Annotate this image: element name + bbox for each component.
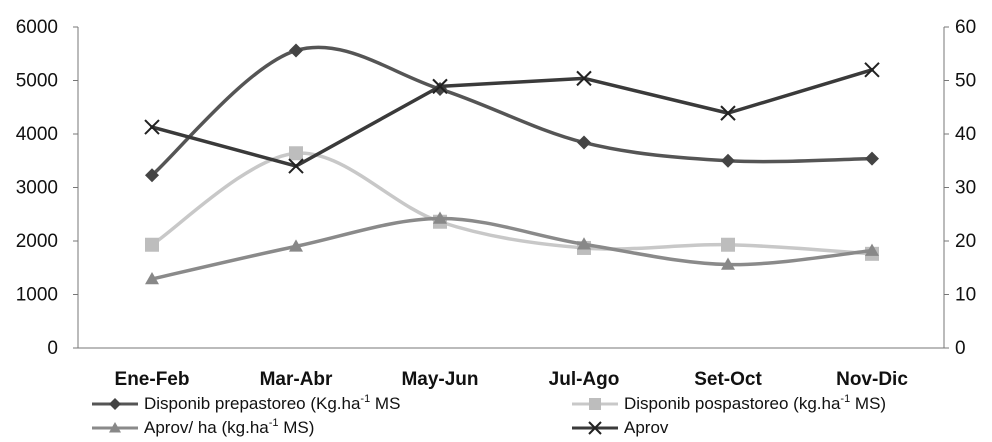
legend-item: Disponib pospastoreo (kg.ha-1 MS) bbox=[572, 393, 886, 413]
left-axis-ticks: 0 1000 2000 3000 4000 5000 6000 bbox=[16, 17, 78, 359]
data-point-x bbox=[720, 105, 736, 121]
legend-label-text: MS) bbox=[850, 394, 886, 413]
legend-label-text: MS bbox=[370, 394, 400, 413]
series-line bbox=[150, 45, 874, 177]
left-tick-label: 2000 bbox=[16, 231, 58, 252]
data-point-triangle bbox=[145, 271, 159, 285]
category-label: Ene-Feb bbox=[115, 369, 190, 390]
legend-marker-diamond bbox=[109, 398, 121, 410]
data-point-x bbox=[864, 62, 880, 78]
data-point-square bbox=[289, 146, 303, 161]
legend-label-superscript: -1 bbox=[840, 393, 850, 405]
data-point-x bbox=[432, 78, 448, 95]
series-line bbox=[150, 151, 874, 256]
data-point-triangle bbox=[433, 211, 447, 224]
legend-label-text: Aprov bbox=[624, 418, 669, 437]
legend-label: Aprov/ ha (kg.ha-1 MS) bbox=[144, 417, 314, 437]
right-tick-label: 30 bbox=[955, 178, 976, 199]
series-line bbox=[150, 68, 874, 168]
legend-label-text: MS) bbox=[279, 418, 315, 437]
category-label: Set-Oct bbox=[694, 369, 762, 390]
series-group bbox=[144, 43, 880, 285]
left-tick-label: 4000 bbox=[16, 124, 58, 145]
series-4 bbox=[144, 62, 880, 174]
right-tick-label: 10 bbox=[955, 285, 976, 306]
legend-label-text: Disponib pospastoreo (kg.ha bbox=[624, 394, 841, 413]
axes bbox=[77, 27, 945, 349]
legend-label-text: Disponib prepastoreo (Kg.ha bbox=[144, 394, 361, 413]
legend-marker-triangle bbox=[109, 422, 121, 433]
data-point-diamond bbox=[577, 135, 591, 150]
right-tick-label: 50 bbox=[955, 71, 976, 92]
category-label: May-Jun bbox=[401, 369, 478, 390]
data-point-triangle bbox=[289, 239, 303, 252]
right-tick-label: 20 bbox=[955, 231, 976, 252]
data-point-diamond bbox=[721, 153, 735, 168]
left-tick-label: 1000 bbox=[16, 285, 58, 306]
series-line bbox=[150, 216, 874, 281]
left-tick-label: 6000 bbox=[16, 17, 58, 38]
right-axis-ticks: 0 10 20 30 40 50 60 bbox=[944, 17, 976, 359]
series-1 bbox=[145, 43, 879, 183]
legend-label-superscript: -1 bbox=[269, 417, 279, 429]
legend-label: Aprov bbox=[624, 418, 669, 437]
legend-item: Aprov bbox=[572, 418, 669, 437]
legend: Disponib prepastoreo (Kg.ha-1 MS Disponib… bbox=[92, 393, 886, 437]
data-point-square bbox=[721, 237, 735, 252]
category-labels: Ene-Feb Mar-Abr May-Jun Jul-Ago Set-Oct Nov-D… bbox=[115, 369, 909, 390]
category-label: Jul-Ago bbox=[549, 369, 620, 390]
category-label: Nov-Dic bbox=[836, 369, 908, 390]
data-point-triangle bbox=[577, 237, 591, 250]
data-point-diamond bbox=[865, 151, 879, 166]
legend-label-superscript: -1 bbox=[360, 393, 370, 405]
legend-item: Disponib prepastoreo (Kg.ha-1 MS bbox=[92, 393, 400, 413]
data-point-diamond bbox=[289, 43, 303, 58]
left-tick-label: 3000 bbox=[16, 178, 58, 199]
right-tick-label: 60 bbox=[955, 17, 976, 38]
category-label: Mar-Abr bbox=[260, 369, 333, 390]
legend-label-text: Aprov/ ha (kg.ha bbox=[144, 418, 269, 437]
data-point-x bbox=[288, 158, 304, 174]
data-point-triangle bbox=[721, 257, 735, 270]
data-point-diamond bbox=[145, 168, 159, 183]
series-3 bbox=[145, 211, 879, 285]
legend-marker-x bbox=[588, 421, 602, 435]
data-point-triangle bbox=[865, 243, 879, 256]
left-tick-label: 0 bbox=[47, 338, 58, 359]
series-2 bbox=[145, 146, 879, 261]
legend-item: Aprov/ ha (kg.ha-1 MS) bbox=[92, 417, 314, 437]
right-tick-label: 40 bbox=[955, 124, 976, 145]
legend-label: Disponib prepastoreo (Kg.ha-1 MS bbox=[144, 393, 400, 413]
data-point-x bbox=[144, 119, 160, 135]
data-point-x bbox=[576, 70, 592, 87]
right-tick-label: 0 bbox=[955, 338, 966, 359]
data-point-square bbox=[145, 237, 159, 252]
legend-label: Disponib pospastoreo (kg.ha-1 MS) bbox=[624, 393, 886, 413]
left-tick-label: 5000 bbox=[16, 71, 58, 92]
legend-marker-square bbox=[589, 398, 601, 410]
